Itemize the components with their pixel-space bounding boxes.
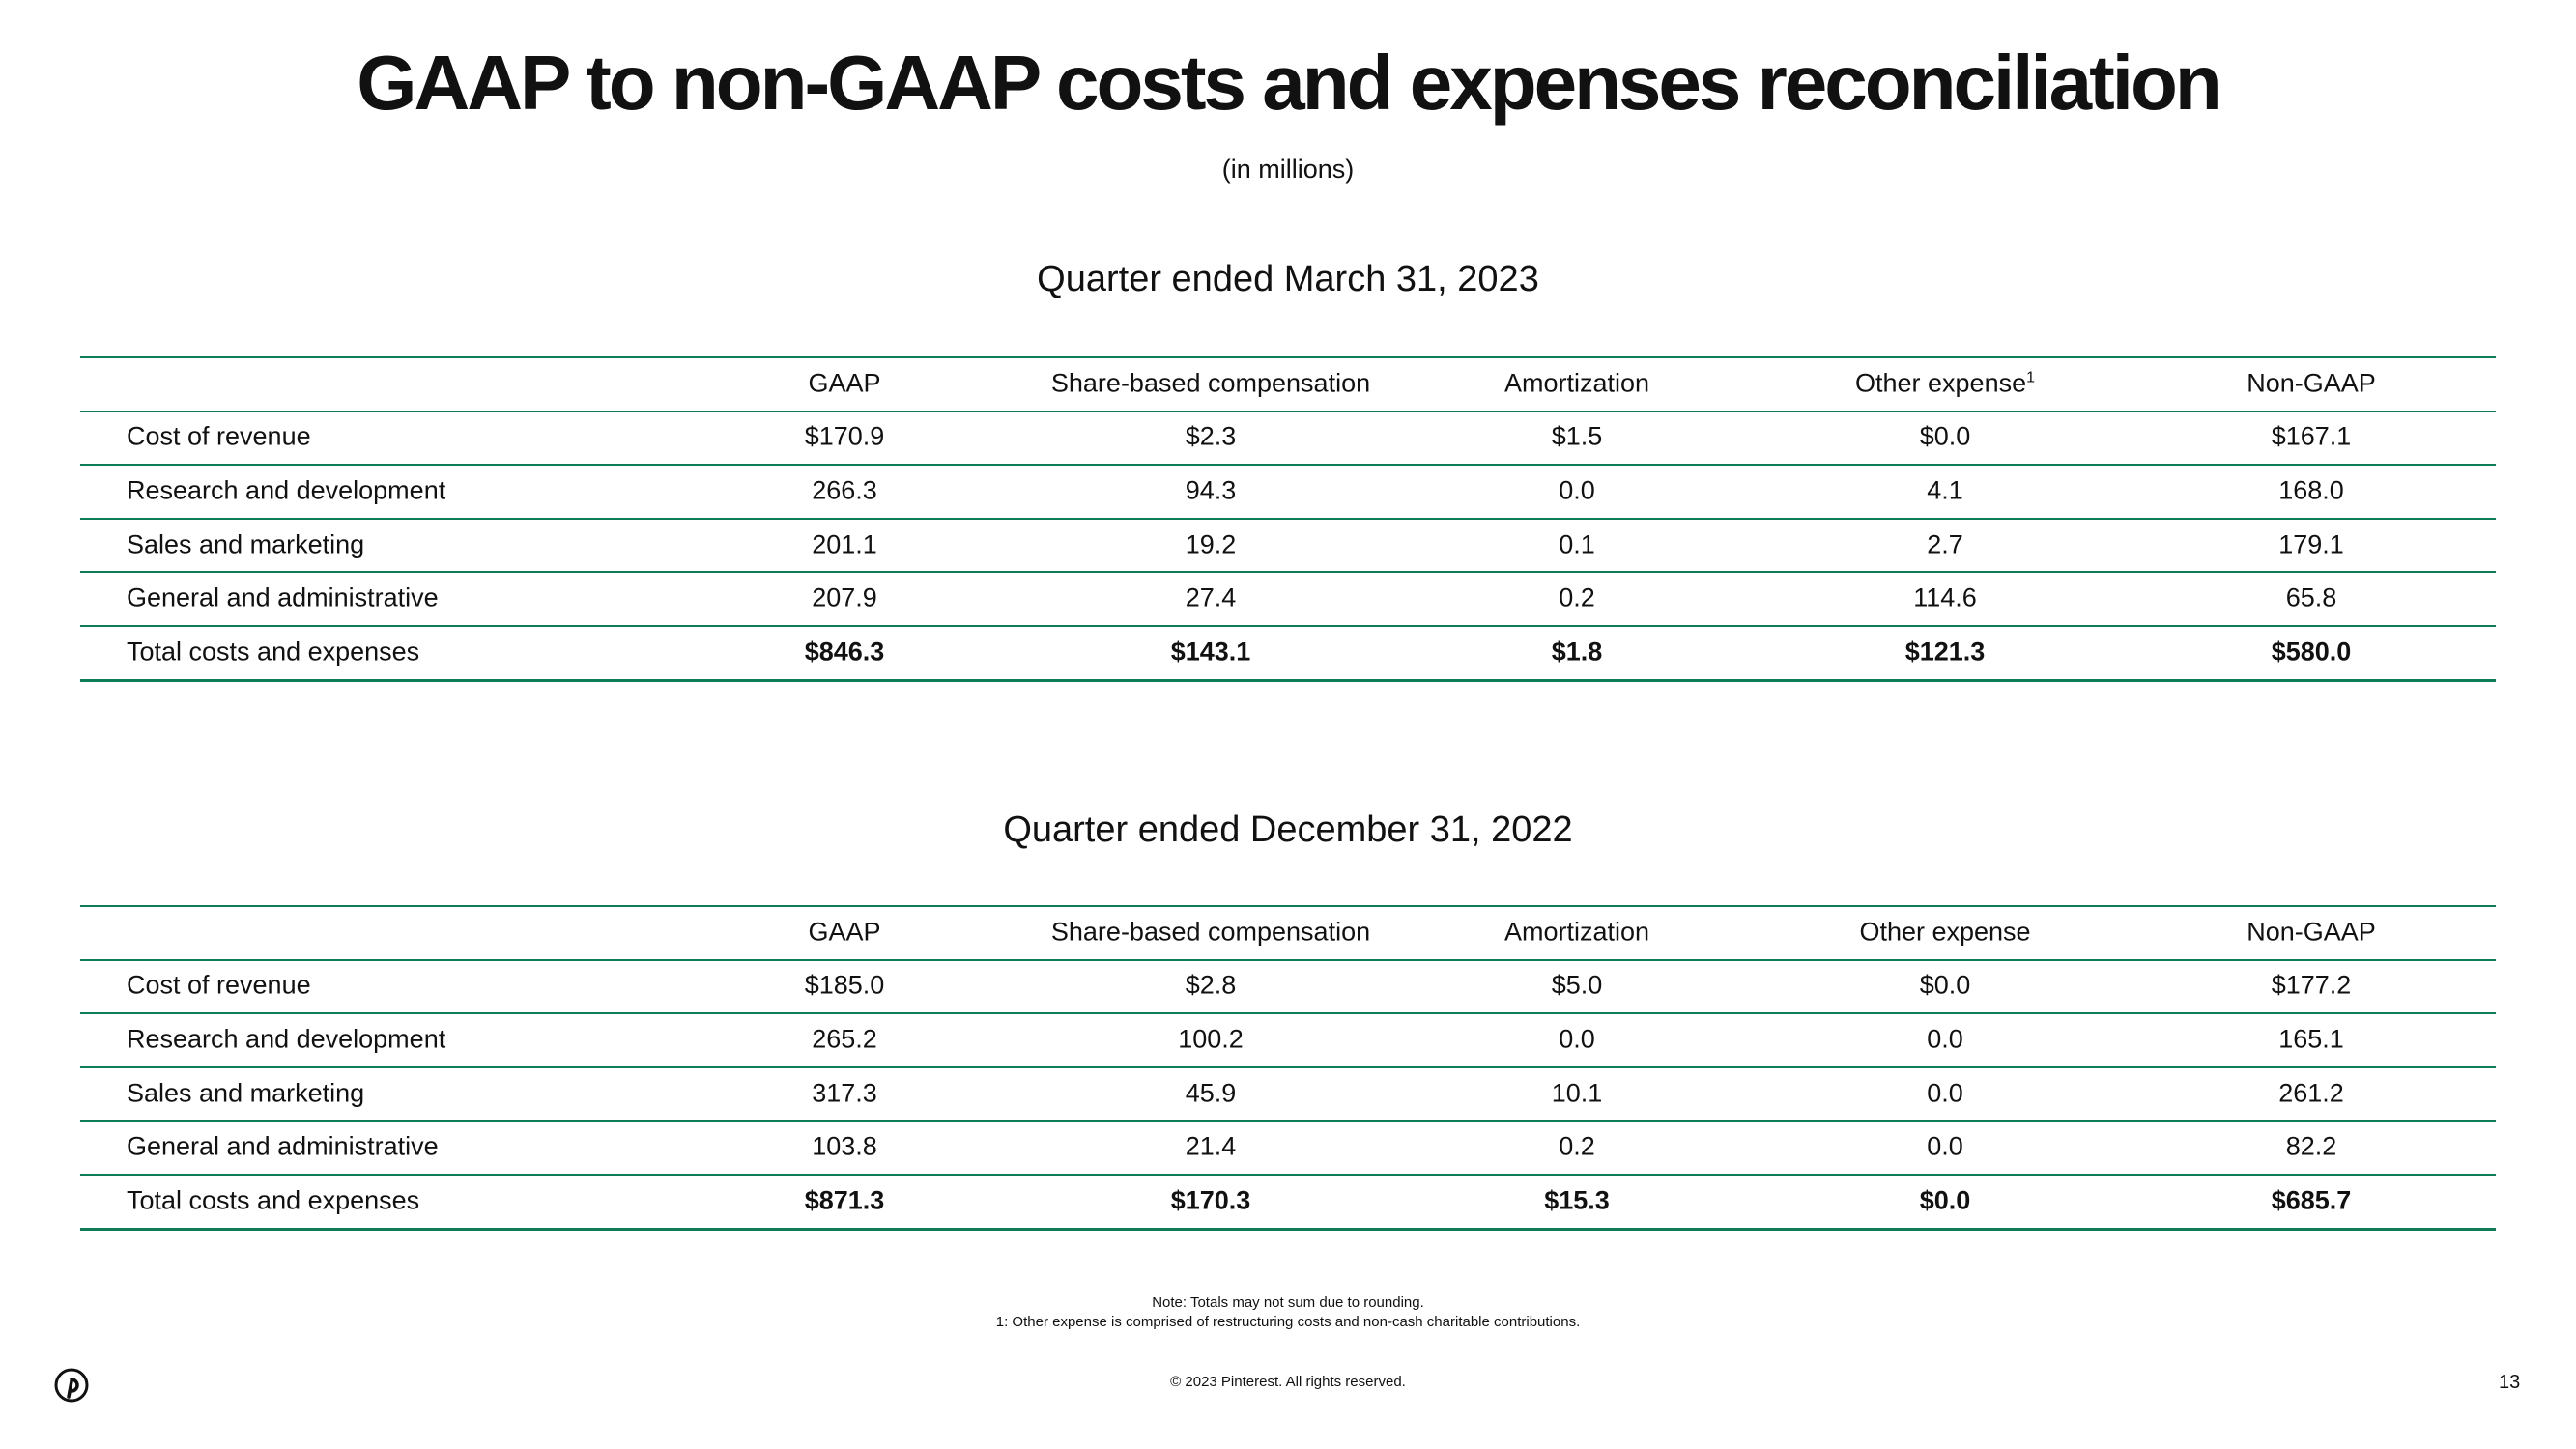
- cell: 100.2: [1178, 1024, 1244, 1054]
- cell: 45.9: [1185, 1078, 1237, 1108]
- cell: $1.5: [1551, 421, 1603, 451]
- copyright: © 2023 Pinterest. All rights reserved.: [1170, 1374, 1406, 1390]
- column-header: GAAP: [808, 368, 881, 398]
- logo: [54, 1368, 89, 1403]
- row-label: Sales and marketing: [127, 529, 365, 559]
- cell: 2.7: [1927, 529, 1963, 559]
- rule: [80, 517, 2496, 520]
- cell: $177.2: [2271, 970, 2352, 1000]
- column-header: Non-GAAP: [2247, 368, 2376, 398]
- cell: 65.8: [2285, 582, 2337, 612]
- row-label: General and administrative: [127, 1131, 439, 1161]
- row-label: Sales and marketing: [127, 1078, 365, 1108]
- cell: $2.8: [1185, 970, 1237, 1000]
- row-label: Research and development: [127, 475, 446, 505]
- cell: $0.0: [1919, 1185, 1971, 1215]
- cell: $185.0: [804, 970, 885, 1000]
- row-label: Cost of revenue: [127, 970, 311, 1000]
- rule: [80, 958, 2496, 961]
- cell: 19.2: [1185, 529, 1237, 559]
- title: GAAP to non-GAAP costs and expenses reco…: [357, 40, 2221, 126]
- cell: 82.2: [2285, 1131, 2337, 1161]
- page-number: 13: [2499, 1372, 2521, 1393]
- cell: $0.0: [1919, 970, 1971, 1000]
- cell: $170.3: [1170, 1185, 1251, 1215]
- rule: [80, 356, 2496, 358]
- cell: $167.1: [2271, 421, 2352, 451]
- column-header: Other expense1: [1855, 368, 2035, 398]
- cell: $871.3: [804, 1185, 885, 1215]
- cell: $580.0: [2271, 637, 2352, 667]
- rule: [80, 1120, 2496, 1122]
- column-header: Share-based compensation: [1050, 368, 1371, 398]
- cell: $5.0: [1551, 970, 1603, 1000]
- cell: $143.1: [1170, 637, 1251, 667]
- cell: $15.3: [1544, 1185, 1610, 1215]
- column-header: Non-GAAP: [2247, 917, 2376, 947]
- cell: 201.1: [812, 529, 877, 559]
- rule: [80, 678, 2496, 682]
- table-heading: Quarter ended March 31, 2023: [1037, 259, 1539, 299]
- footnote-mark: 1: [2026, 369, 2036, 386]
- cell: 261.2: [2278, 1078, 2344, 1108]
- cell: 0.2: [1559, 1131, 1595, 1161]
- cell: 0.0: [1927, 1024, 1963, 1054]
- cell: 27.4: [1185, 582, 1237, 612]
- cell: 94.3: [1185, 475, 1237, 505]
- rule: [80, 464, 2496, 467]
- cell: 21.4: [1185, 1131, 1237, 1161]
- column-header: GAAP: [808, 917, 881, 947]
- note: 1: Other expense is comprised of restruc…: [995, 1314, 1581, 1330]
- cell: 179.1: [2278, 529, 2344, 559]
- cell: $121.3: [1904, 637, 1986, 667]
- cell: 0.0: [1559, 1024, 1595, 1054]
- rule: [80, 1065, 2496, 1068]
- cell: 0.2: [1559, 582, 1595, 612]
- column-header: Share-based compensation: [1050, 917, 1371, 947]
- cell: 266.3: [812, 475, 877, 505]
- cell: 114.6: [1913, 582, 1977, 612]
- note: Note: Totals may not sum due to rounding…: [1152, 1294, 1424, 1311]
- row-label: General and administrative: [127, 582, 439, 612]
- rule: [80, 905, 2496, 907]
- cell: $0.0: [1919, 421, 1971, 451]
- column-header: Other expense: [1859, 917, 2031, 947]
- rule: [80, 571, 2496, 574]
- cell: 317.3: [812, 1078, 877, 1108]
- cell: 4.1: [1927, 475, 1963, 505]
- rule: [80, 625, 2496, 627]
- cell: 103.8: [812, 1131, 877, 1161]
- rule: [80, 1012, 2496, 1015]
- cell: 207.9: [812, 582, 877, 612]
- rule: [80, 1227, 2496, 1231]
- cell: 0.0: [1927, 1131, 1963, 1161]
- cell: $1.8: [1551, 637, 1603, 667]
- row-label: Research and development: [127, 1024, 446, 1054]
- cell: $685.7: [2271, 1185, 2352, 1215]
- cell: 10.1: [1551, 1078, 1603, 1108]
- cell: $846.3: [804, 637, 885, 667]
- cell: 0.1: [1559, 529, 1595, 559]
- row-label: Total costs and expenses: [127, 1185, 420, 1215]
- column-header-text: Other expense: [1854, 368, 2027, 398]
- table-heading: Quarter ended December 31, 2022: [1003, 810, 1573, 850]
- cell: 0.0: [1927, 1078, 1963, 1108]
- cell: 265.2: [812, 1024, 877, 1054]
- cell: $170.9: [804, 421, 885, 451]
- row-label: Cost of revenue: [127, 421, 311, 451]
- column-header: Amortization: [1503, 368, 1650, 398]
- column-header: Amortization: [1503, 917, 1650, 947]
- cell: $2.3: [1185, 421, 1237, 451]
- cell: 0.0: [1559, 475, 1595, 505]
- rule: [80, 1174, 2496, 1176]
- row-label: Total costs and expenses: [127, 637, 420, 667]
- rule: [80, 410, 2496, 412]
- subtitle: (in millions): [1221, 155, 1355, 184]
- cell: 165.1: [2278, 1024, 2344, 1054]
- cell: 168.0: [2278, 475, 2344, 505]
